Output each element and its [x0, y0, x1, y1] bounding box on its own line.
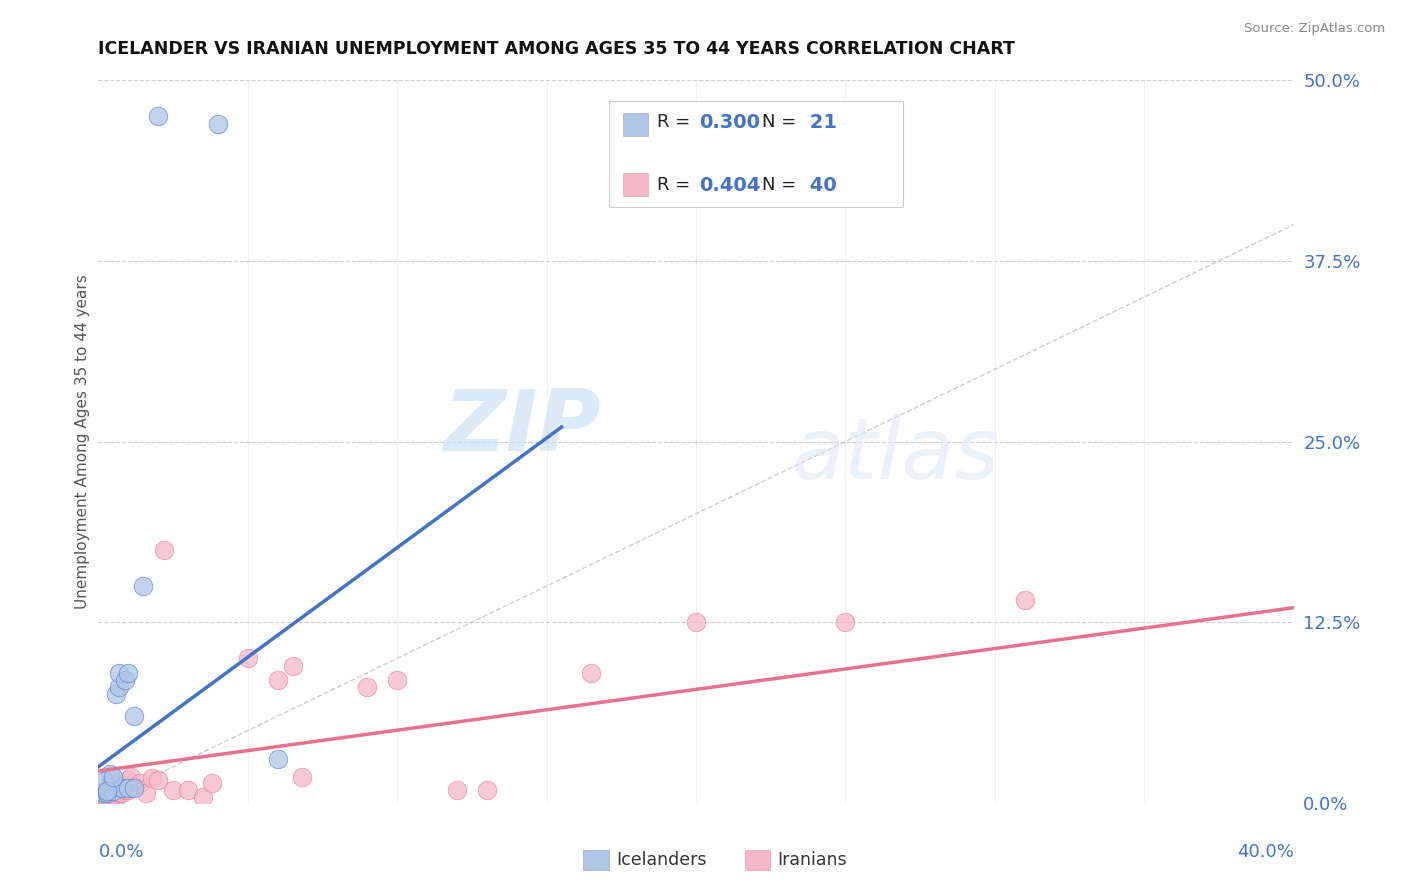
Point	[281, 658, 304, 673]
Point	[475, 782, 498, 797]
Point	[103, 787, 125, 801]
Point	[103, 784, 125, 798]
Point	[267, 673, 290, 687]
Point	[207, 117, 229, 131]
Point	[132, 579, 155, 593]
Point	[96, 781, 118, 796]
Text: N =: N =	[762, 176, 801, 194]
Point	[96, 786, 118, 800]
Point	[93, 774, 115, 789]
Point	[177, 782, 200, 797]
Point	[141, 771, 163, 785]
Point	[446, 782, 468, 797]
Point	[685, 615, 707, 630]
Point	[291, 770, 314, 784]
Text: R =: R =	[657, 113, 696, 131]
Point	[120, 770, 142, 784]
Point	[96, 790, 118, 805]
Text: ZIP: ZIP	[443, 385, 600, 468]
Point	[111, 781, 134, 796]
Point	[385, 673, 409, 687]
Point	[117, 782, 139, 797]
Point	[114, 782, 136, 797]
Point	[103, 781, 125, 796]
Point	[98, 779, 122, 793]
Text: 40: 40	[803, 176, 837, 194]
Point	[124, 709, 146, 723]
Text: 21: 21	[803, 112, 837, 132]
Text: atlas: atlas	[792, 415, 1000, 498]
Point	[90, 789, 112, 803]
Point	[124, 781, 146, 796]
Point	[135, 786, 157, 800]
Point	[162, 782, 184, 797]
Point	[105, 775, 128, 789]
Point	[153, 542, 176, 557]
Point	[108, 665, 131, 680]
Point	[191, 790, 214, 805]
Text: 0.404: 0.404	[699, 176, 761, 194]
Text: R =: R =	[657, 176, 696, 194]
Point	[129, 775, 152, 789]
Point	[834, 615, 856, 630]
Point	[108, 780, 131, 794]
Text: N =: N =	[762, 113, 801, 131]
Text: Source: ZipAtlas.com: Source: ZipAtlas.com	[1244, 22, 1385, 36]
Y-axis label: Unemployment Among Ages 35 to 44 years: Unemployment Among Ages 35 to 44 years	[75, 274, 90, 609]
Point	[267, 752, 290, 766]
Point	[96, 784, 118, 798]
Point	[98, 767, 122, 781]
Text: 0.300: 0.300	[699, 112, 759, 132]
Point	[93, 786, 115, 800]
Point	[98, 790, 122, 805]
Point	[356, 680, 378, 694]
Text: Icelanders: Icelanders	[616, 851, 706, 869]
Text: 0.0%: 0.0%	[98, 843, 143, 862]
Point	[114, 673, 136, 687]
Point	[201, 775, 224, 789]
Point	[148, 110, 170, 124]
Point	[105, 687, 128, 701]
Point	[93, 784, 115, 798]
Point	[108, 786, 131, 800]
Point	[108, 680, 131, 694]
Point	[105, 790, 128, 805]
Point	[111, 786, 134, 800]
Point	[93, 789, 115, 803]
Point	[103, 770, 125, 784]
Point	[148, 772, 170, 787]
Point	[581, 665, 603, 680]
Text: Iranians: Iranians	[778, 851, 848, 869]
Text: ICELANDER VS IRANIAN UNEMPLOYMENT AMONG AGES 35 TO 44 YEARS CORRELATION CHART: ICELANDER VS IRANIAN UNEMPLOYMENT AMONG …	[98, 40, 1015, 58]
Point	[124, 780, 146, 794]
Point	[117, 665, 139, 680]
Point	[236, 651, 259, 665]
Point	[117, 781, 139, 796]
Point	[1014, 593, 1036, 607]
Text: 40.0%: 40.0%	[1237, 843, 1294, 862]
Point	[117, 772, 139, 787]
Point	[98, 781, 122, 796]
